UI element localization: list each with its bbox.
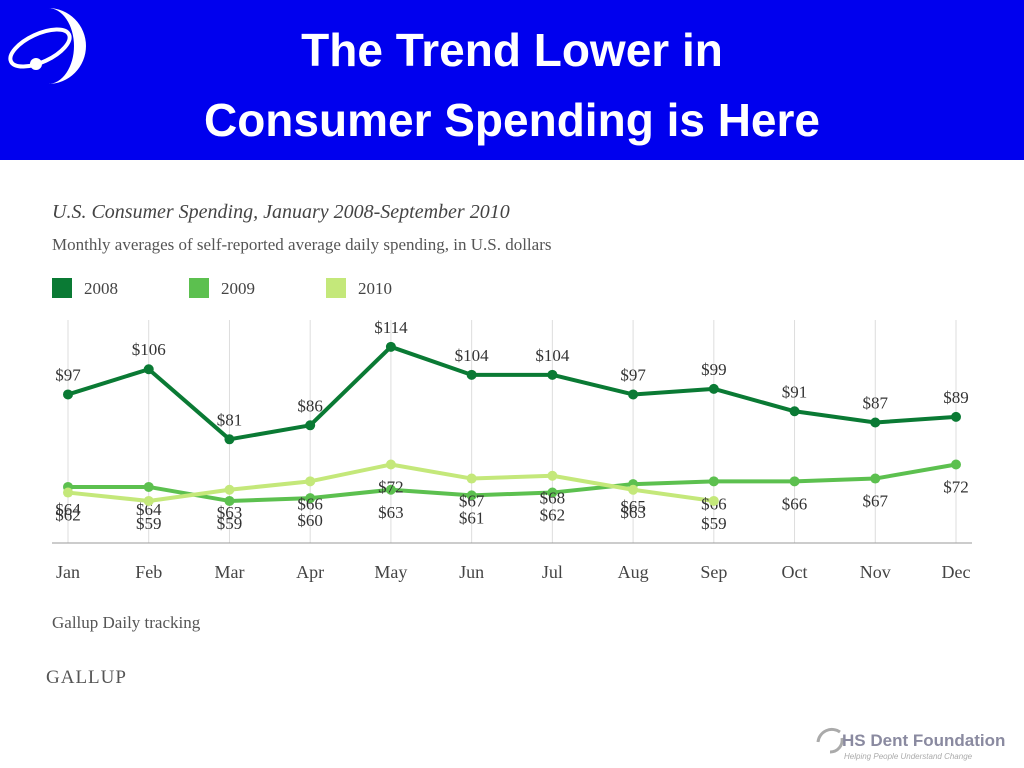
- data-label: $91: [782, 382, 808, 401]
- data-point: [385, 341, 396, 352]
- data-point: [547, 369, 558, 380]
- x-tick-label: May: [374, 562, 407, 582]
- legend-swatch: [189, 278, 209, 298]
- data-label: $59: [136, 514, 162, 533]
- data-point: [708, 383, 719, 394]
- x-tick-label: Nov: [860, 562, 891, 582]
- chart-title: U.S. Consumer Spending, January 2008-Sep…: [52, 201, 510, 223]
- x-tick-label: Apr: [296, 562, 324, 582]
- x-tick-label: Mar: [214, 562, 244, 582]
- data-point: [305, 493, 316, 504]
- data-point: [547, 470, 558, 481]
- data-label: $114: [374, 318, 408, 337]
- data-label: $67: [863, 492, 889, 511]
- data-label: $106: [132, 340, 166, 359]
- data-label: $87: [863, 393, 889, 412]
- data-label: $61: [459, 508, 485, 527]
- data-point: [385, 484, 396, 495]
- data-point: [224, 434, 235, 445]
- data-label: $81: [217, 410, 243, 429]
- logo: [8, 8, 86, 84]
- data-label: $104: [535, 346, 570, 365]
- data-point: [628, 389, 639, 400]
- footer-logo: [816, 727, 844, 754]
- data-label: $62: [540, 506, 566, 525]
- slide-title: Consumer Spending is Here: [204, 94, 820, 146]
- data-point: [951, 459, 961, 470]
- data-point: [466, 473, 477, 484]
- data-label: $97: [620, 365, 646, 384]
- legend-label: 2008: [84, 279, 118, 298]
- data-point: [951, 411, 961, 422]
- data-label: $59: [701, 514, 727, 533]
- x-tick-label: Jul: [542, 562, 563, 582]
- data-point: [789, 406, 800, 417]
- data-point: [547, 487, 558, 498]
- header-band: [0, 0, 1024, 160]
- source: Gallup Daily tracking: [52, 613, 201, 632]
- data-point: [789, 476, 800, 487]
- brand: GALLUP: [46, 667, 127, 688]
- data-point: [143, 364, 154, 375]
- data-point: [305, 476, 316, 487]
- legend-swatch: [52, 278, 72, 298]
- data-point: [224, 495, 235, 506]
- data-label: $64: [136, 500, 162, 519]
- data-label: $72: [378, 478, 404, 497]
- data-label: $89: [943, 388, 969, 407]
- footer-tagline: Helping People Understand Change: [844, 752, 973, 761]
- data-label: $63: [620, 503, 646, 522]
- data-label: $63: [217, 503, 243, 522]
- data-label: $99: [701, 360, 727, 379]
- x-tick-label: Jan: [56, 562, 80, 582]
- data-point: [63, 389, 73, 400]
- data-point: [870, 473, 881, 484]
- x-tick-label: Oct: [782, 562, 808, 582]
- series-line: [68, 462, 957, 503]
- slide-title: The Trend Lower in: [301, 24, 723, 76]
- data-label: $64: [55, 500, 81, 519]
- data-label: $59: [217, 514, 243, 533]
- x-tick-label: Sep: [700, 562, 727, 582]
- data-point: [63, 487, 73, 498]
- legend-swatch: [326, 278, 346, 298]
- data-point: [224, 484, 235, 495]
- plot: 2008 2009 2010 Jan Feb Mar Apr May Jun Jul Aug Sep O…: [52, 278, 972, 582]
- data-point: [385, 459, 396, 470]
- data-label: $67: [459, 492, 485, 511]
- series-line: [67, 344, 957, 442]
- chart-subtitle: Monthly averages of self-reported averag…: [52, 235, 551, 254]
- data-point: [628, 484, 639, 495]
- data-label: $86: [297, 396, 323, 415]
- legend-label: 2010: [358, 279, 392, 298]
- x-tick-label: Jun: [459, 562, 484, 582]
- x-tick-label: Dec: [942, 562, 971, 582]
- x-tick-label: Aug: [618, 562, 649, 582]
- data-label: $104: [455, 346, 490, 365]
- data-point: [466, 490, 477, 501]
- data-label: $68: [540, 489, 566, 508]
- data-label: $62: [55, 506, 81, 525]
- data-point: [305, 420, 316, 431]
- data-label: $66: [297, 494, 323, 513]
- footer-name: HS Dent Foundation: [842, 731, 1005, 750]
- data-point: [143, 495, 154, 506]
- data-point: [708, 476, 719, 487]
- data-point: [870, 417, 881, 428]
- data-label: $97: [55, 365, 81, 384]
- x-tick-label: Feb: [135, 562, 162, 582]
- data-label: $65: [620, 497, 646, 516]
- data-point: [708, 495, 719, 506]
- legend-label: 2009: [221, 279, 255, 298]
- data-point: [466, 369, 477, 380]
- data-label: $63: [378, 503, 404, 522]
- data-label: $66: [782, 494, 808, 513]
- data-label: $72: [943, 478, 969, 497]
- data-label: $60: [297, 511, 323, 530]
- data-point: [143, 481, 154, 492]
